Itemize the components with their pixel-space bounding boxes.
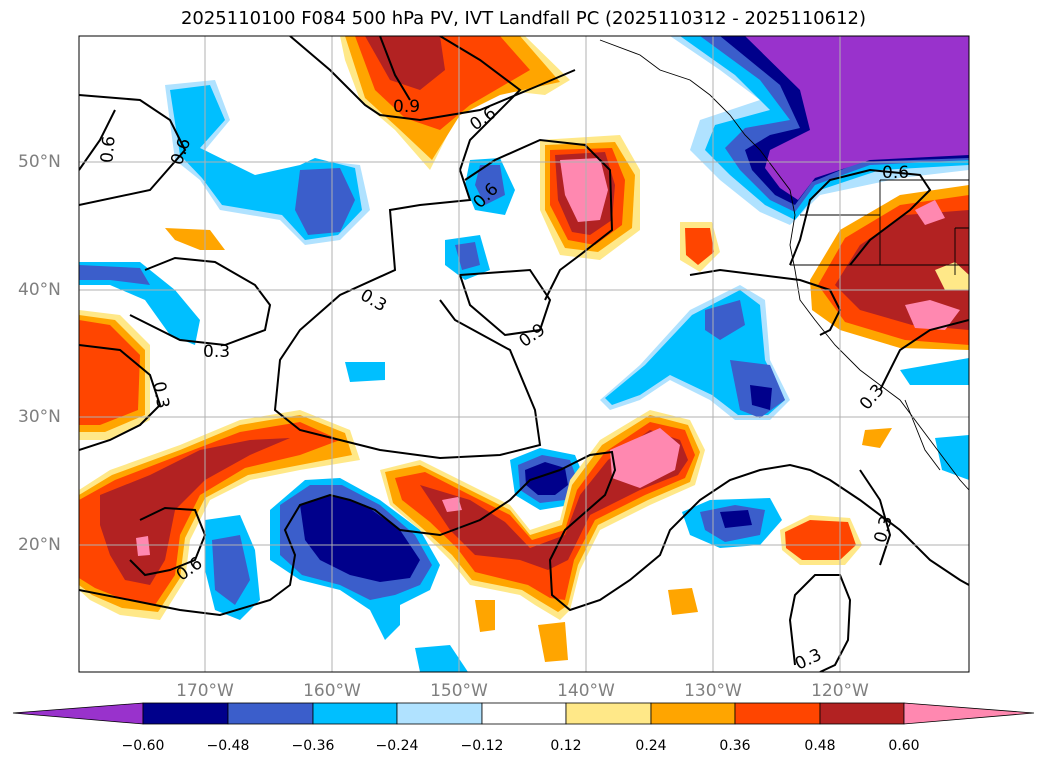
contour-lines	[79, 36, 969, 672]
contour-label: 0.3	[148, 380, 172, 410]
colorbar-segment	[142, 702, 229, 725]
colorbar-tick-label: 0.12	[550, 738, 582, 754]
colorbar-extend-low	[12, 702, 144, 725]
colorbar-tick-label: 0.60	[888, 738, 920, 754]
lat-label: 30°N	[18, 407, 61, 427]
colorbar-tick-label: −0.36	[291, 738, 335, 754]
colorbar-tick-label: −0.48	[206, 738, 250, 754]
lat-label: 50°N	[18, 152, 61, 172]
colorbar-segment	[396, 702, 483, 725]
colorbar-tick-label: −0.24	[375, 738, 419, 754]
colorbar-segment	[819, 702, 905, 725]
lon-label: 170°W	[176, 681, 234, 701]
colorbar-extend-high	[903, 702, 1035, 725]
lon-label: 120°W	[811, 681, 869, 701]
lat-label: 20°N	[18, 535, 61, 555]
lat-label: 40°N	[18, 280, 61, 300]
colorbar-segment	[734, 702, 821, 725]
colorbar-tick-label: −0.60	[121, 738, 165, 754]
lon-label: 140°W	[557, 681, 615, 701]
colorbar-tick-label: 0.48	[804, 738, 836, 754]
colorbar-segment	[481, 702, 567, 725]
lon-label: 160°W	[303, 681, 361, 701]
colorbar-tick-label: 0.36	[719, 738, 751, 754]
pv-shading	[79, 36, 969, 672]
colorbar-segment	[650, 702, 736, 725]
graticule	[79, 36, 969, 672]
map-frame	[78, 35, 970, 673]
contour-label: 0.9	[393, 97, 420, 117]
colorbar-segment	[312, 702, 398, 725]
colorbar-tick-label: 0.24	[635, 738, 667, 754]
colorbar-segment	[227, 702, 314, 725]
colorbar-tick-label: −0.12	[460, 738, 504, 754]
colorbar-segment	[565, 702, 652, 725]
contour-label: 0.3	[203, 342, 230, 362]
contour-label: 0.6	[97, 135, 119, 164]
chart-title: 2025110100 F084 500 hPa PV, IVT Landfall…	[180, 8, 867, 29]
contour-label: 0.6	[882, 163, 909, 183]
lon-label: 150°W	[430, 681, 488, 701]
colorbar	[12, 702, 1035, 725]
lon-label: 130°W	[684, 681, 742, 701]
